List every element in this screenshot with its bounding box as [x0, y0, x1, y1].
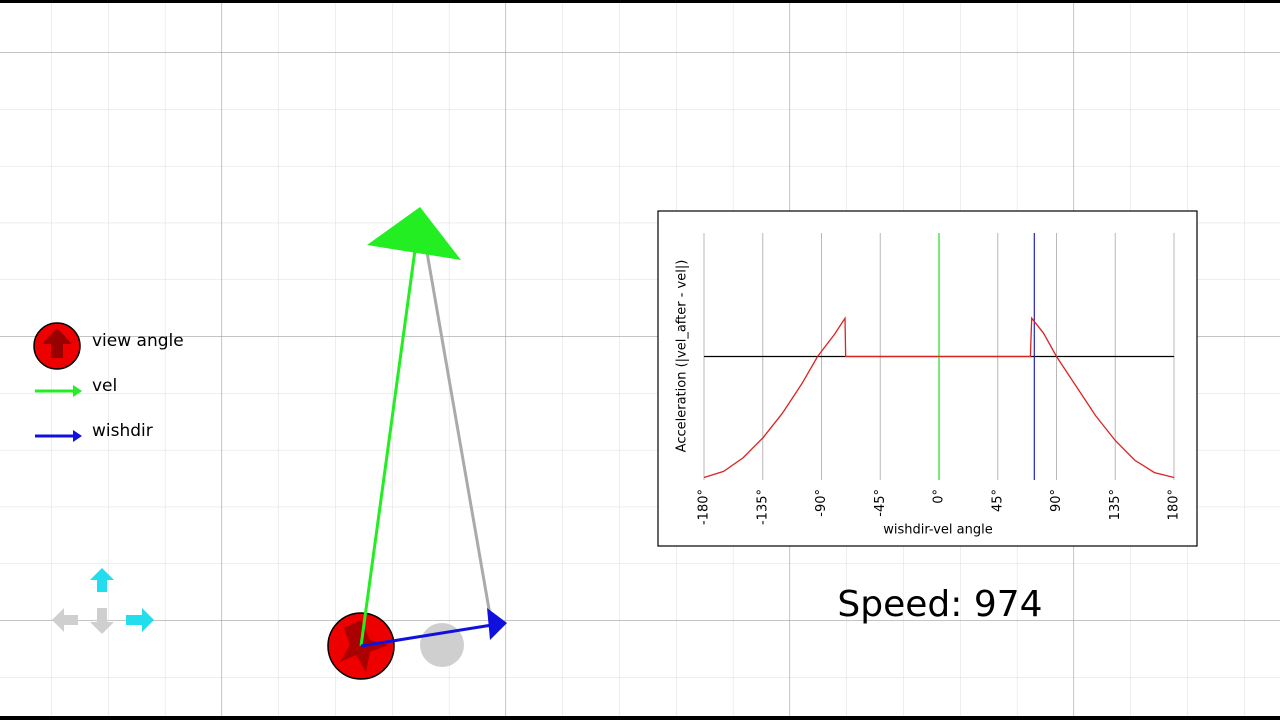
x-tick-label: -180° [697, 489, 712, 525]
key-right [126, 608, 154, 632]
vel-arrowhead [367, 207, 461, 260]
wishdir-arrow [360, 623, 493, 648]
x-tick-label: 45° [990, 489, 1005, 512]
legend-label: view angle [92, 331, 184, 351]
key-left [52, 608, 78, 632]
chart-panel [657, 210, 1198, 547]
x-tick-label: 0° [932, 489, 947, 504]
key-up [90, 568, 114, 592]
border [0, 716, 1280, 720]
data-line [703, 316, 1175, 479]
key-indicators [52, 568, 154, 634]
speed-text: Speed: 974 [837, 584, 1042, 625]
diff-line [418, 211, 492, 616]
legend-icon [73, 385, 82, 397]
y-axis-label: Acceleration (|vel_after - vel|) [675, 260, 690, 453]
legend-label: vel [92, 376, 117, 396]
vel-arrow [359, 249, 417, 647]
x-axis-label: wishdir-vel angle [883, 523, 992, 538]
legend-icon [42, 328, 72, 358]
legend-icon [73, 430, 82, 442]
player [327, 207, 507, 680]
x-tick-label: 180° [1167, 489, 1182, 520]
chart: wishdir-vel angle Acceleration (|vel_aft… [675, 233, 1182, 538]
x-tick-label: 135° [1108, 489, 1123, 520]
x-tick-label: 90° [1049, 489, 1064, 512]
x-tick-label: -135° [755, 489, 770, 525]
wishdir-arrowhead [487, 608, 507, 640]
key-down [90, 608, 114, 634]
x-tick-label: -45° [873, 489, 888, 517]
border [0, 0, 1280, 3]
legend: view angle vel wishdir [33, 322, 184, 442]
legend-label: wishdir [92, 421, 153, 441]
x-tick-label: -90° [814, 489, 829, 517]
